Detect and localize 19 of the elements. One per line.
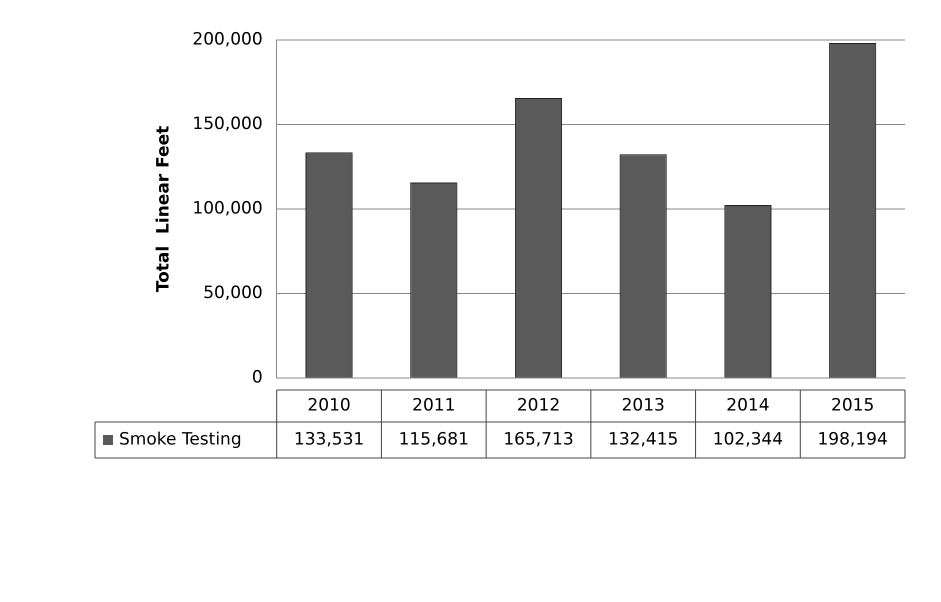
legend-label: Smoke Testing — [119, 429, 242, 450]
y-tick-label: 150,000 — [192, 114, 263, 134]
x-tick-label: 2011 — [412, 395, 456, 416]
x-tick-label: 2015 — [831, 395, 874, 416]
data-label: 198,194 — [817, 429, 888, 450]
y-tick-label: 200,000 — [192, 29, 263, 50]
data-label: 165,713 — [503, 429, 574, 450]
x-tick-label: 2012 — [516, 395, 560, 416]
data-label: 102,344 — [712, 429, 784, 450]
y-axis-title: Total Linear Feet — [154, 126, 174, 292]
y-tick-label: 50,000 — [203, 282, 263, 303]
data-label: 115,681 — [398, 429, 469, 450]
data-label: 133,531 — [294, 429, 364, 450]
x-tick-label: 2014 — [726, 395, 770, 416]
y-tick-label: 0 — [252, 367, 263, 388]
data-label: 132,415 — [608, 429, 678, 450]
x-tick-label: 2013 — [622, 395, 665, 416]
y-tick-label: 100,000 — [192, 198, 263, 218]
x-tick-label: 2010 — [307, 395, 351, 416]
